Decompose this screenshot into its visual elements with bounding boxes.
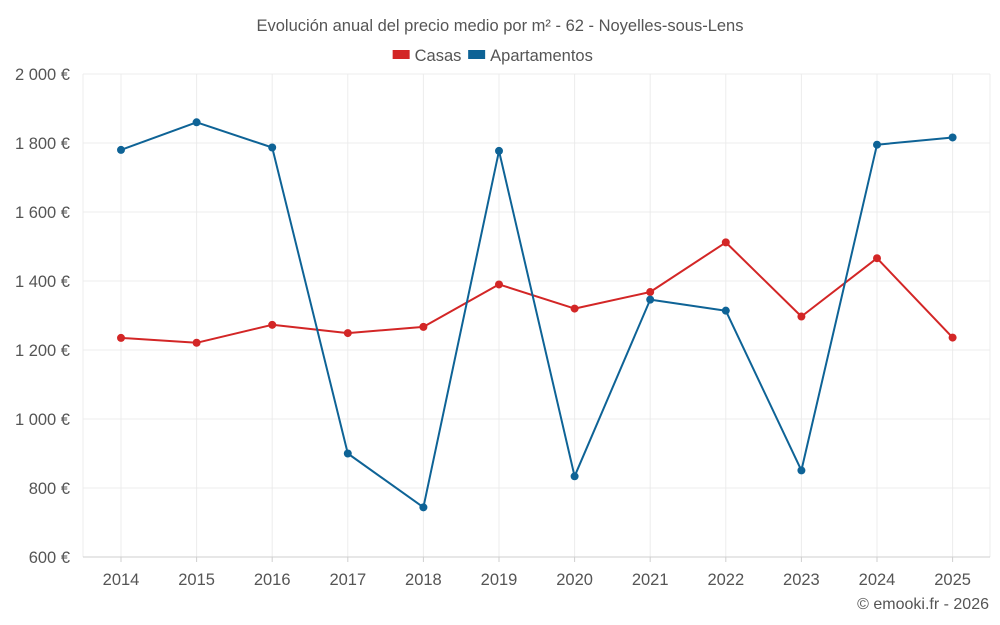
legend-label: Casas: [415, 47, 462, 65]
chart-title: Evolución anual del precio medio por m² …: [257, 17, 744, 35]
x-tick-label: 2025: [934, 571, 971, 589]
series-casas: [117, 238, 957, 347]
data-point-apartamentos[interactable]: [117, 145, 125, 154]
y-tick-label: 1 600 €: [15, 204, 70, 222]
x-tick-label: 2024: [859, 571, 896, 589]
data-point-casas[interactable]: [419, 322, 428, 331]
data-point-casas[interactable]: [570, 304, 579, 313]
x-tick-label: 2023: [783, 571, 820, 589]
y-tick-label: 1 000 €: [15, 411, 70, 429]
data-point-apartamentos[interactable]: [192, 118, 201, 127]
legend-swatch: [468, 50, 486, 59]
data-point-apartamentos[interactable]: [495, 146, 503, 155]
data-point-casas[interactable]: [948, 333, 957, 342]
x-tick-label: 2020: [556, 571, 593, 589]
data-point-casas[interactable]: [268, 320, 277, 329]
credit-text: © emooki.fr - 2026: [857, 596, 989, 613]
legend: Casas Apartamentos: [392, 47, 593, 65]
data-point-apartamentos[interactable]: [646, 295, 655, 304]
y-tick-label: 2 000 €: [15, 66, 70, 84]
x-tick-label: 2016: [254, 571, 291, 589]
x-tick-label: 2014: [103, 571, 140, 589]
legend-swatch: [392, 50, 410, 59]
series-layer: [117, 118, 957, 512]
data-point-casas[interactable]: [797, 312, 806, 321]
data-point-casas[interactable]: [192, 338, 201, 347]
y-tick-label: 1 400 €: [15, 273, 70, 291]
series-line-apartamentos: [120, 121, 953, 509]
data-point-apartamentos[interactable]: [419, 503, 428, 512]
data-point-apartamentos[interactable]: [721, 306, 730, 315]
y-tick-label: 600 €: [29, 549, 70, 567]
data-point-apartamentos[interactable]: [268, 143, 277, 152]
x-tick-label: 2019: [481, 571, 518, 589]
y-tick-label: 1 800 €: [15, 135, 70, 153]
data-point-apartamentos[interactable]: [570, 472, 579, 481]
x-tick-label: 2015: [178, 571, 215, 589]
y-axis: 600 € 800 € 1 000 € 1 200 € 1 400 € 1 600 € 1 …: [15, 66, 70, 567]
data-point-casas[interactable]: [646, 288, 655, 297]
data-point-apartamentos[interactable]: [797, 466, 806, 475]
data-point-casas[interactable]: [721, 238, 730, 247]
x-tick-label: 2018: [405, 571, 442, 589]
data-point-apartamentos[interactable]: [948, 133, 957, 142]
data-point-casas[interactable]: [343, 329, 352, 338]
y-tick-label: 1 200 €: [15, 342, 70, 360]
x-tick-label: 2022: [707, 571, 744, 589]
data-point-apartamentos[interactable]: [343, 449, 352, 458]
y-tick-label: 800 €: [29, 480, 70, 498]
legend-label: Apartamentos: [490, 47, 593, 65]
data-point-casas[interactable]: [873, 254, 881, 263]
data-point-apartamentos[interactable]: [873, 140, 881, 149]
x-axis: 2014 2015 2016 2017 2018 2019 2020 2021 2022 2023…: [103, 557, 971, 589]
data-point-casas[interactable]: [117, 333, 125, 342]
legend-item-casas[interactable]: Casas: [392, 47, 462, 65]
x-tick-label: 2021: [632, 571, 669, 589]
series-apartamentos: [117, 118, 957, 512]
x-tick-label: 2017: [329, 571, 366, 589]
legend-item-apartamentos[interactable]: Apartamentos: [468, 47, 593, 65]
data-point-casas[interactable]: [495, 280, 503, 289]
series-line-casas: [120, 241, 954, 344]
